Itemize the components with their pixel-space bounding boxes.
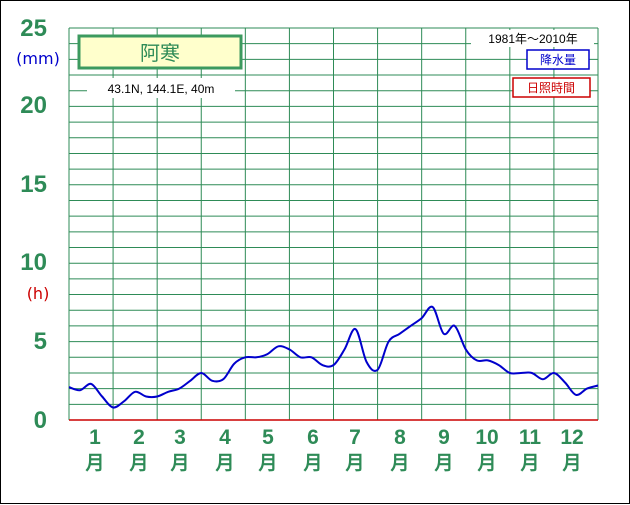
month-number-label: 5 [262, 426, 274, 449]
period-label: 1981年～2010年 [488, 32, 577, 46]
month-number-label: 4 [219, 426, 231, 449]
x-axis-labels: 1 2 3 4 5 6 7 8 9 10 11 12 月 月 月 月 月 月 月… [84, 426, 583, 474]
month-unit-label: 月 [344, 452, 364, 474]
month-number-label: 10 [475, 426, 498, 449]
y-tick-label: 20 [20, 92, 47, 119]
month-unit-label: 月 [476, 452, 496, 474]
series-line-precipitation [68, 305, 599, 409]
title-box [77, 34, 243, 70]
month-number-label: 7 [349, 426, 361, 449]
legend-precipitation-label: 降水量 [540, 53, 576, 67]
period-background [471, 30, 594, 47]
month-unit-label: 月 [389, 452, 409, 474]
grid [68, 27, 599, 421]
month-number-label: 3 [174, 426, 186, 449]
y-tick-label: 5 [34, 328, 47, 355]
month-unit-label: 月 [257, 452, 277, 474]
month-number-label: 8 [394, 426, 406, 449]
legend-sunshine [512, 77, 591, 98]
month-number-label: 6 [307, 426, 319, 449]
month-number-label: 1 [89, 426, 101, 449]
month-number-label: 12 [560, 426, 583, 449]
y-tick-label: 10 [20, 249, 47, 276]
y-tick-label: 0 [34, 407, 47, 434]
month-number-label: 2 [133, 426, 145, 449]
month-unit-label: 月 [519, 452, 539, 474]
location-label: 43.1N, 144.1E, 40m [108, 82, 215, 96]
y-tick-label: 25 [20, 15, 47, 42]
sunshine-unit-label: (h) [27, 284, 50, 303]
month-unit-label: 月 [433, 452, 453, 474]
month-unit-label: 月 [561, 452, 581, 474]
legend-precipitation [526, 49, 590, 70]
month-number-label: 9 [438, 426, 450, 449]
month-unit-label: 月 [128, 452, 148, 474]
month-unit-label: 月 [214, 452, 234, 474]
month-unit-label: 月 [84, 452, 104, 474]
location-background [87, 78, 235, 98]
month-unit-label: 月 [302, 452, 322, 474]
legend-sunshine-label: 日照時間 [527, 81, 575, 95]
precipitation-unit-label: (mm) [16, 49, 60, 68]
month-unit-label: 月 [169, 452, 189, 474]
y-tick-label: 15 [20, 171, 47, 198]
series-layer [68, 305, 599, 409]
month-number-label: 11 [519, 426, 542, 449]
chart-title: 阿寒 [140, 41, 180, 65]
